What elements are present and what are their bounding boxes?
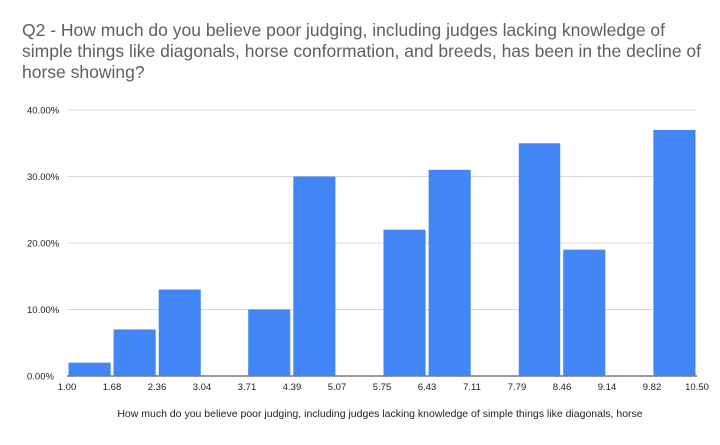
x-tick-label: 3.04	[193, 382, 212, 393]
x-tick-label: 9.14	[598, 382, 617, 393]
x-tick-label: 6.43	[418, 382, 437, 393]
x-tick-label: 10.50	[685, 382, 709, 393]
bar	[563, 249, 606, 376]
chart-title: Q2 - How much do you believe poor judgin…	[22, 20, 702, 82]
x-tick-label: 1.00	[58, 382, 77, 393]
bar	[383, 229, 426, 376]
y-tick-label: 30.00%	[27, 172, 60, 183]
y-tick-label: 40.00%	[27, 106, 60, 117]
bar	[518, 143, 561, 376]
y-tick-label: 0.00%	[27, 372, 54, 383]
x-tick-label: 5.07	[328, 382, 347, 393]
bar	[158, 289, 201, 376]
bar	[113, 329, 156, 376]
y-tick-label: 20.00%	[27, 239, 60, 250]
x-tick-label: 7.11	[463, 382, 481, 393]
bar	[653, 129, 696, 376]
bar	[68, 362, 111, 376]
x-tick-label: 5.75	[373, 382, 392, 393]
x-tick-label: 8.46	[553, 382, 572, 393]
bars	[68, 129, 696, 376]
bar	[428, 169, 471, 376]
x-tick-label: 9.82	[643, 382, 662, 393]
bar	[293, 176, 336, 376]
x-tick-label: 4.39	[283, 382, 302, 393]
y-axis-ticks: 0.00% 10.00% 20.00% 30.00% 40.00%	[27, 106, 60, 383]
x-tick-label: 1.68	[103, 382, 122, 393]
x-tick-label: 3.71	[238, 382, 257, 393]
x-axis-label: How much do you believe poor judging, in…	[117, 408, 643, 420]
bar	[248, 309, 291, 376]
x-tick-label: 7.79	[508, 382, 527, 393]
x-axis-ticks: 1.00 1.68 2.36 3.04 3.71 4.39 5.07 5.75 6.43 7.11…	[58, 382, 709, 393]
y-tick-label: 10.00%	[27, 305, 60, 316]
x-tick-label: 2.36	[148, 382, 167, 393]
